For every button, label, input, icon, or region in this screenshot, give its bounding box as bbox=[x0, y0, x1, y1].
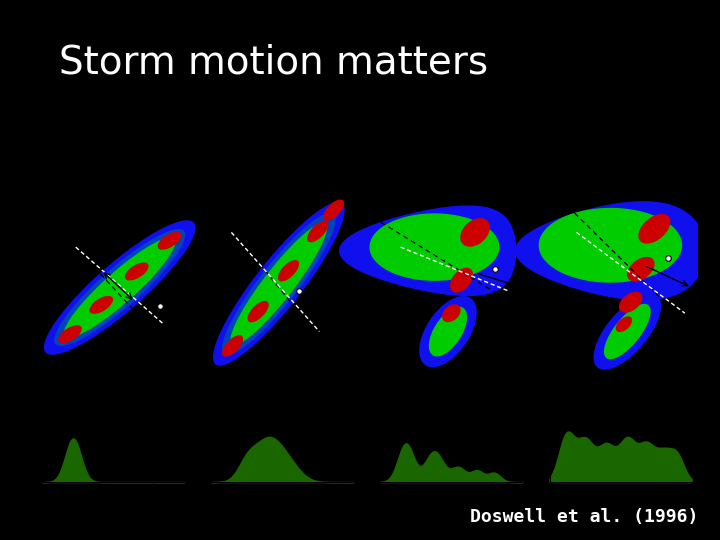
Ellipse shape bbox=[222, 335, 243, 356]
Text: C: C bbox=[523, 294, 529, 304]
Text: time: time bbox=[253, 488, 269, 494]
Text: c.: c. bbox=[387, 144, 395, 154]
Text: R: R bbox=[528, 451, 533, 457]
Ellipse shape bbox=[158, 232, 181, 249]
Ellipse shape bbox=[442, 304, 461, 322]
Ellipse shape bbox=[44, 220, 196, 355]
Text: C: C bbox=[692, 294, 698, 304]
Ellipse shape bbox=[460, 218, 490, 247]
Text: R: R bbox=[20, 451, 25, 457]
Ellipse shape bbox=[125, 262, 148, 280]
Text: Storm motion matters: Storm motion matters bbox=[59, 43, 488, 81]
Ellipse shape bbox=[278, 260, 299, 281]
Text: Doswell et al. (1996): Doswell et al. (1996) bbox=[470, 509, 698, 526]
Text: R: R bbox=[189, 451, 194, 457]
Ellipse shape bbox=[54, 229, 185, 346]
Ellipse shape bbox=[58, 325, 82, 343]
Ellipse shape bbox=[307, 221, 328, 242]
Ellipse shape bbox=[248, 301, 269, 322]
Text: C: C bbox=[76, 353, 83, 363]
Text: time: time bbox=[423, 488, 438, 494]
Text: time: time bbox=[84, 488, 100, 494]
Ellipse shape bbox=[604, 304, 651, 359]
Text: R: R bbox=[359, 451, 364, 457]
Ellipse shape bbox=[230, 222, 328, 345]
Text: b.: b. bbox=[225, 144, 234, 154]
Ellipse shape bbox=[619, 292, 642, 313]
Ellipse shape bbox=[419, 296, 477, 367]
Ellipse shape bbox=[627, 257, 654, 281]
Polygon shape bbox=[539, 208, 681, 282]
Ellipse shape bbox=[323, 200, 344, 221]
Text: a.: a. bbox=[62, 144, 71, 154]
Ellipse shape bbox=[450, 268, 473, 293]
Ellipse shape bbox=[429, 307, 467, 356]
Polygon shape bbox=[516, 202, 705, 300]
Ellipse shape bbox=[222, 213, 336, 355]
Polygon shape bbox=[340, 206, 516, 295]
Ellipse shape bbox=[616, 316, 632, 332]
Ellipse shape bbox=[64, 237, 176, 338]
Ellipse shape bbox=[213, 202, 345, 366]
Text: C: C bbox=[312, 313, 320, 322]
Ellipse shape bbox=[639, 214, 670, 244]
Polygon shape bbox=[370, 214, 499, 280]
Ellipse shape bbox=[593, 293, 661, 370]
Text: d.: d. bbox=[543, 144, 552, 154]
Ellipse shape bbox=[89, 296, 113, 314]
Text: time: time bbox=[592, 488, 608, 494]
